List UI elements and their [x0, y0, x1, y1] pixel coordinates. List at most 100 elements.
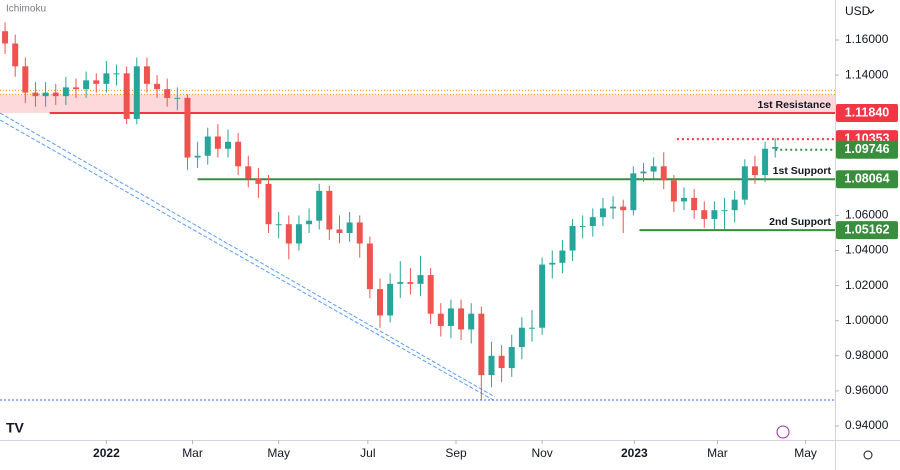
candle-body [32, 92, 39, 97]
level-name: 2nd Support [769, 216, 831, 228]
candle-body [133, 66, 140, 119]
candle-body [468, 313, 475, 330]
candle-body [599, 208, 606, 218]
candle-body [377, 289, 384, 316]
candle-body [204, 136, 211, 156]
candle-body [316, 190, 323, 221]
price-badge [836, 103, 898, 122]
candle-body [225, 141, 232, 149]
candle-body [721, 210, 728, 212]
candle-body [83, 80, 90, 90]
candle-body [417, 275, 424, 284]
price-badge [836, 170, 898, 189]
candle-body [285, 224, 292, 244]
indicator-label[interactable]: Ichimoku [6, 4, 46, 15]
candle-body [214, 136, 221, 149]
x-tick-label: May [267, 446, 290, 460]
candle-body [123, 73, 130, 119]
candle-body [650, 166, 657, 172]
candle-body [275, 224, 282, 226]
candle-body [397, 282, 404, 284]
candle-body [711, 210, 718, 219]
candle-body [22, 66, 29, 93]
candle-body [670, 180, 677, 202]
y-tick-label: 0.94000 [845, 418, 889, 432]
y-tick-label: 0.98000 [845, 348, 889, 362]
candle-body [346, 222, 353, 233]
candle-body [387, 283, 394, 316]
x-tick-label: Mar [707, 446, 728, 460]
candle-body [620, 206, 627, 211]
candle-body [356, 222, 363, 244]
candle-body [143, 66, 150, 84]
y-tick-label: 0.96000 [845, 383, 889, 397]
candle-body [93, 80, 100, 84]
candle-body [326, 190, 333, 230]
candle-body [265, 183, 272, 225]
price-badge-label: 1.05162 [844, 222, 889, 236]
candle-body [559, 250, 566, 263]
candle-body [478, 313, 485, 376]
candle-body [488, 355, 495, 376]
event-icon[interactable] [776, 425, 790, 439]
candle-body [660, 166, 667, 181]
candle-body [772, 147, 779, 149]
x-tick-label: May [794, 446, 817, 460]
candle-body [62, 87, 69, 97]
candle-body [549, 262, 556, 265]
trend-line [0, 119, 496, 402]
candle-body [235, 141, 242, 167]
candle-body [407, 282, 414, 284]
candle-body [447, 308, 454, 326]
candle-body [569, 225, 576, 251]
price-badge-label: 1.08064 [844, 172, 889, 186]
x-tick-label: Mar [182, 446, 203, 460]
settings-icon[interactable] [863, 450, 873, 460]
candle-body [498, 355, 505, 369]
candle-body [701, 210, 708, 219]
candle-body [681, 197, 688, 202]
candle-body [194, 155, 201, 158]
x-tick-label: Jul [360, 446, 375, 460]
price-badge-label: 1.09746 [844, 142, 889, 156]
currency-dropdown[interactable] [867, 9, 875, 14]
x-tick-label: 2022 [93, 446, 120, 460]
trend-line [0, 112, 496, 398]
candle-body [295, 224, 302, 244]
candle-body [154, 83, 161, 90]
candle-body [529, 327, 536, 329]
y-tick-label: 1.04000 [845, 243, 889, 257]
y-tick-label: 1.02000 [845, 278, 889, 292]
candle-body [458, 308, 465, 330]
level-name: 1st Resistance [757, 99, 831, 111]
candle-body [579, 225, 586, 227]
candle-body [103, 73, 110, 84]
candle-body [539, 264, 546, 328]
candle-body [255, 178, 262, 184]
candle-body [113, 73, 120, 75]
candle-body [589, 217, 596, 226]
x-tick-label: 2023 [621, 446, 648, 460]
x-tick-label: Nov [531, 446, 552, 460]
candle-body [691, 197, 698, 211]
price-badge [836, 221, 898, 240]
candle-body [12, 43, 19, 67]
candle-body [52, 92, 59, 97]
candle-body [306, 220, 313, 225]
candle-body [508, 347, 515, 369]
candle-body [174, 97, 181, 99]
candle-body [640, 171, 647, 174]
candle-body [630, 173, 637, 211]
logo[interactable]: TV [6, 420, 25, 436]
x-tick-label: Sep [445, 446, 467, 460]
candle-body [245, 166, 252, 179]
candle-body [336, 229, 343, 233]
candle-body [2, 31, 9, 44]
plot-area: 1st Resistance 1st Support 2nd Support [0, 22, 835, 402]
y-tick-label: 1.00000 [845, 313, 889, 327]
currency-label[interactable]: USD [845, 4, 871, 18]
price-badge-label: 1.11840 [845, 105, 890, 119]
candle-body [751, 166, 758, 176]
candle-body [518, 327, 525, 348]
